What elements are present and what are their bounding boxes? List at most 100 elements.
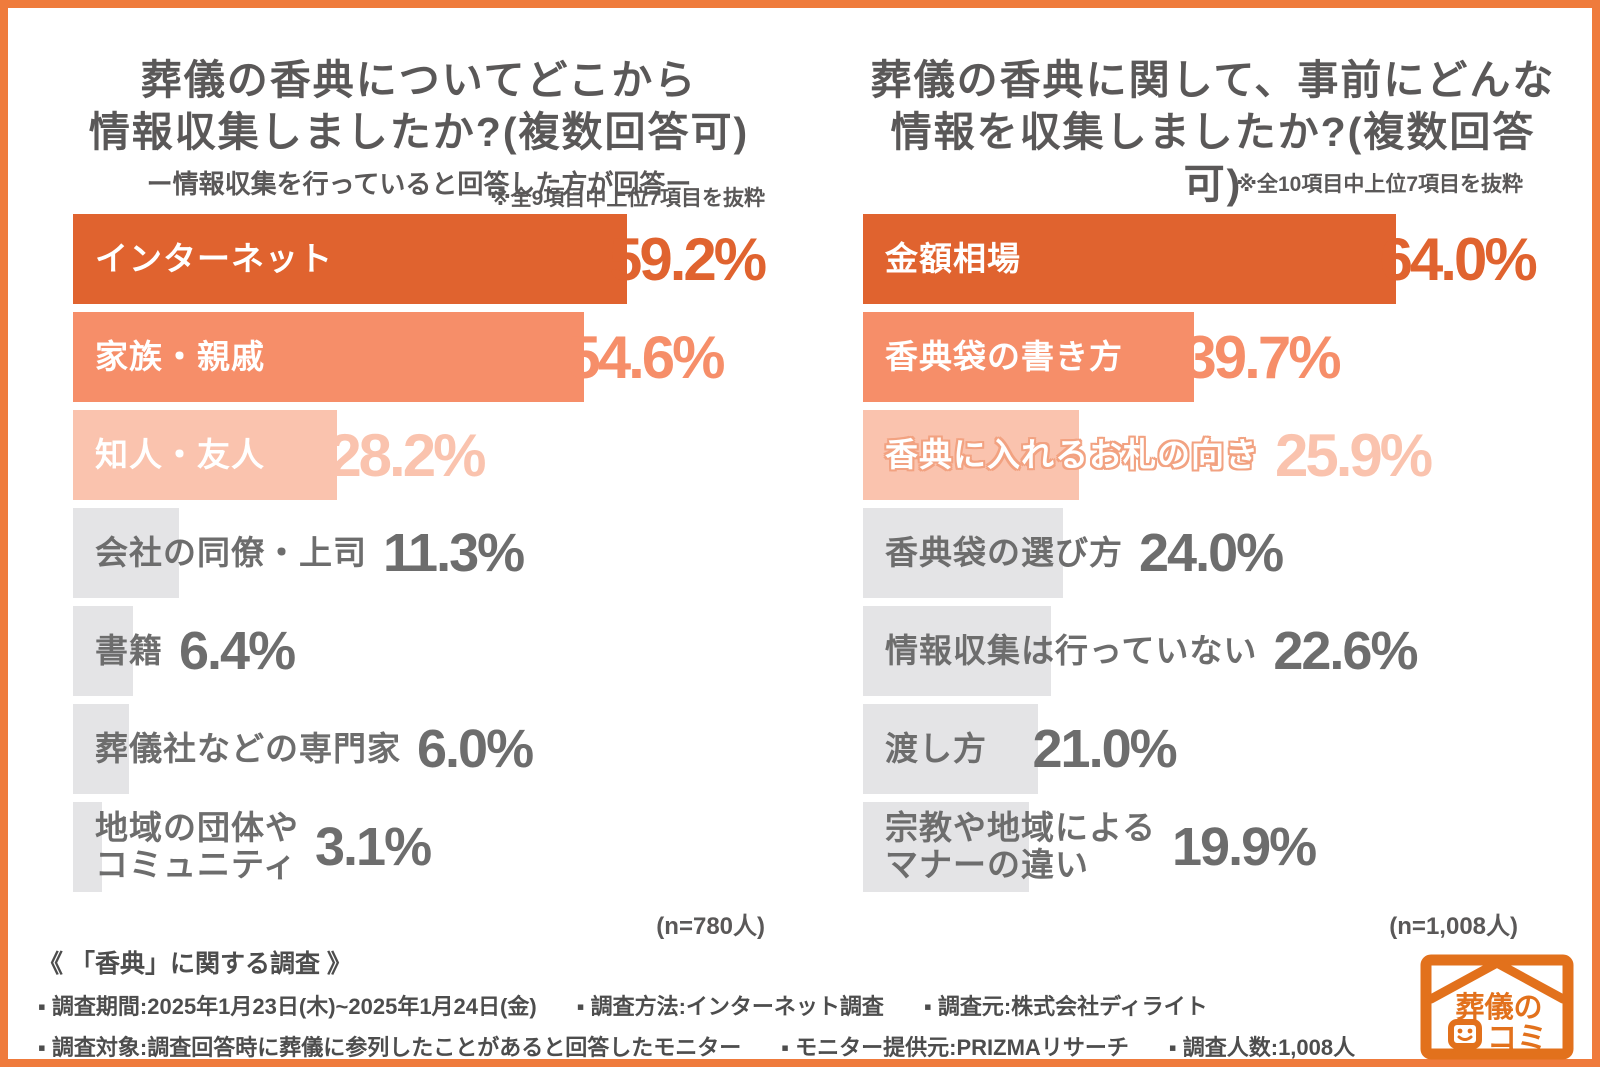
logo-text-line1: 葬儀の [1455,991,1542,1024]
bar-value: 19.9% [1172,817,1317,877]
bar-row: 渡し方 21.0% [863,704,1563,794]
bar-label: 家族・親戚 [95,337,265,375]
bar-value: 24.0% [1139,523,1284,583]
bar-row-content: 葬儀社などの専門家 6.0% [73,704,765,794]
bar-value: 39.7% [1183,323,1341,391]
left-chart-sample-size: (n=780人) [656,913,765,940]
survey-source: ▪ 調査元:株式会社ディライト [923,994,1208,1019]
right-chart-title-line2: 情報を収集しましたか?(複数回答可) [890,109,1536,207]
bar-value: 6.4% [179,621,296,681]
right-chart: 葬儀の香典に関して、事前にどんな 情報を収集しましたか?(複数回答可) ※全10… [863,54,1563,941]
bar-row: 情報収集は行っていない 22.6% [863,606,1563,696]
bar [863,606,1052,696]
bar-value: 6.0% [417,719,534,779]
right-chart-bars: 金額相場 64.0% 香典袋の書き方 39.7% 香典に入れるお札の向き 25.9% 香典袋… [863,214,1563,892]
bar [73,802,102,892]
bar [863,410,1079,500]
brand-logo-image: 葬儀の コミ [1420,954,1574,1060]
bar-label: 会社の同僚・上司 [95,533,367,571]
bar-value: 59.2% [609,225,767,293]
survey-monitor-provider: ▪ モニター提供元:PRIZMAリサーチ [781,1035,1129,1060]
bar [863,508,1063,598]
left-chart-note: ※全9項目中上位7項目を抜粋 [490,187,765,210]
bar-row-content: 宗教や地域による マナーの違い 19.9% [863,802,1563,892]
bar-row-content: 地域の団体や コミュニティ 3.1% [73,802,765,892]
bar [73,214,627,304]
bar-row-content: 渡し方 21.0% [863,704,1563,794]
bar-value: 25.9% [1275,421,1433,489]
bar-label: 金額相場 [885,239,1021,277]
bar-row-content: 会社の同僚・上司 11.3% [73,508,765,598]
bar-value: 21.0% [1032,719,1178,779]
bar-row: 香典に入れるお札の向き 25.9% [863,410,1563,500]
bar-row: 知人・友人 28.2% [73,410,765,500]
bar-row-content: 金額相場 64.0% [863,214,1563,304]
logo-text-line2: コミ [1487,1022,1547,1055]
bar-row-content: 情報収集は行っていない 22.6% [863,606,1563,696]
bar-label: 渡し方 [885,729,987,767]
bar-row: 書籍 6.4% [73,606,765,696]
bar-row: 宗教や地域による マナーの違い 19.9% [863,802,1563,892]
bar [73,410,337,500]
bar-row-content: インターネット 59.2% [73,214,767,304]
speech-bubble-icon [1448,1019,1482,1054]
right-chart-title: 葬儀の香典に関して、事前にどんな 情報を収集しましたか?(複数回答可) [863,54,1563,210]
bar-label: 香典に入れるお札の向き [885,435,1259,473]
bar-value: 54.6% [567,323,725,391]
bar-value: 22.6% [1273,621,1418,681]
bar [73,704,130,794]
survey-method: ▪ 調査方法:インターネット調査 [576,994,884,1019]
bar [863,312,1194,402]
bar-row: 会社の同僚・上司 11.3% [73,508,765,598]
left-chart: 葬儀の香典についてどこから 情報収集しましたか?(複数回答可) ー情報収集を行っ… [73,54,767,941]
left-chart-header: 葬儀の香典についてどこから 情報収集しましたか?(複数回答可) ー情報収集を行っ… [73,54,765,214]
survey-title: 《 「香典」に関する調査 》 [38,950,352,978]
bar-label: 書籍 [95,631,163,669]
right-chart-title-line1: 葬儀の香典に関して、事前にどんな [870,57,1556,103]
bar-value: 28.2% [328,421,486,489]
logo-roof-icon [1426,958,1568,1004]
bar [73,312,584,402]
bar [863,214,1397,304]
bar-row: 金額相場 64.0% [863,214,1563,304]
bar-label: 香典袋の選び方 [885,533,1123,571]
bar-label: 地域の団体や コミュニティ [95,809,299,883]
bar-value: 64.0% [1379,225,1538,293]
bar-row-content: 知人・友人 28.2% [73,410,765,500]
survey-period: ▪ 調査期間:2025年1月23日(木)~2025年1月24日(金) [38,994,537,1019]
bar-label: 宗教や地域による マナーの違い [885,809,1157,883]
bar-label: 葬儀社などの専門家 [95,729,401,767]
bar [73,508,179,598]
bar-row: 香典袋の書き方 39.7% [863,312,1563,402]
survey-meta-line1: ▪ 調査期間:2025年1月23日(木)~2025年1月24日(金) ▪ 調査方… [38,989,1398,1021]
bar-row-content: 香典に入れるお札の向き 25.9% [863,410,1563,500]
logo-roof-mask [1429,959,1565,998]
bar-row: 家族・親戚 54.6% [73,312,765,402]
bar-row: インターネット 59.2% [73,214,767,304]
bar-row: 香典袋の選び方 24.0% [863,508,1563,598]
bar [73,606,133,696]
bar-row-content: 香典袋の選び方 24.0% [863,508,1563,598]
bar-label: インターネット [95,239,333,277]
brand-logo: 葬儀の コミ [1420,954,1574,1060]
bar-row: 葬儀社などの専門家 6.0% [73,704,765,794]
bar-row-content: 書籍 6.4% [73,606,765,696]
bar-row: 地域の団体や コミュニティ 3.1% [73,802,765,892]
left-chart-title-line1: 葬儀の香典についてどこから [140,57,698,103]
bar-label: 香典袋の書き方 [885,337,1123,375]
left-chart-title-line2: 情報収集しましたか?(複数回答可) [88,109,750,155]
survey-respondents: ▪ 調査人数:1,008人 [1168,1035,1356,1060]
bar [863,802,1029,892]
left-chart-subtitle: ー情報収集を行っていると回答した方が回答ー [146,169,692,199]
bar-label: 知人・友人 [95,435,265,473]
bar [863,704,1038,794]
survey-target: ▪ 調査対象:調査回答時に葬儀に参列したことがあると回答したモニター [38,1035,742,1060]
bar-value: 11.3% [383,523,525,583]
right-chart-header: 葬儀の香典に関して、事前にどんな 情報を収集しましたか?(複数回答可) ※全10… [863,54,1563,214]
left-chart-bars: インターネット 59.2% 家族・親戚 54.6% 知人・友人 28.2% 会社の同僚・上司… [73,214,767,892]
bar-row-content: 香典袋の書き方 39.7% [863,312,1563,402]
right-chart-note: ※全10項目中上位7項目を抜粋 [1236,173,1523,196]
right-chart-sample-size: (n=1,008人) [1389,913,1518,940]
bar-row-content: 家族・親戚 54.6% [73,312,765,402]
